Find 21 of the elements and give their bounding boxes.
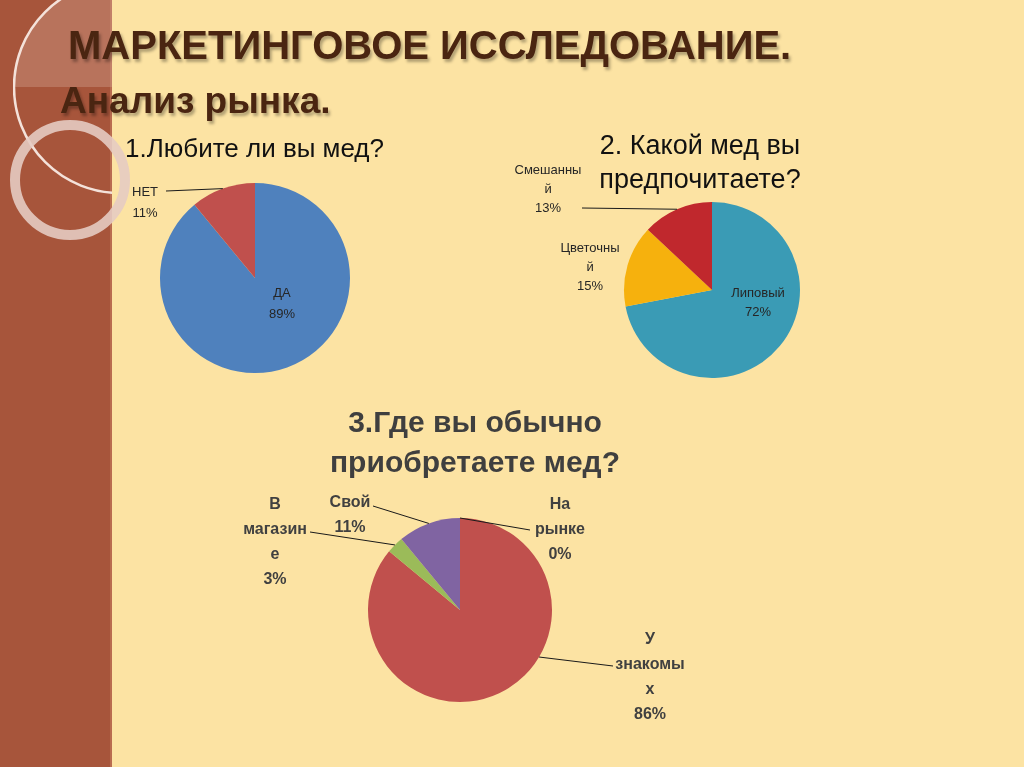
data-label: 13% xyxy=(534,199,562,215)
slice-label: НЕТ xyxy=(132,183,159,199)
slice-label: В магазине xyxy=(243,495,307,563)
chart-title: 3.Где вы обычно приобретаете мед? xyxy=(329,404,621,480)
slice-label: ДА xyxy=(273,284,292,300)
data-label: 15% xyxy=(576,277,604,293)
slice-label: Свой xyxy=(329,493,371,511)
data-label: 86% xyxy=(633,705,667,723)
slice-label: У знакомых xyxy=(615,630,685,698)
data-label: 3% xyxy=(263,570,287,588)
chart-title: 2. Какой мед вы предпочитаете? xyxy=(598,129,802,196)
data-label: 11% xyxy=(132,204,158,220)
slice-label: Смешанный xyxy=(514,161,582,196)
chart-title: 1.Любите ли вы мед? xyxy=(125,132,385,164)
data-label: 72% xyxy=(744,303,772,319)
data-label: 11% xyxy=(334,518,366,536)
text: 0% xyxy=(548,545,572,563)
slice-label: Цветочный xyxy=(560,239,620,274)
slice-label: Липовый xyxy=(731,284,785,300)
data-label: 89% xyxy=(268,305,296,321)
category-label: На рынке xyxy=(534,495,586,538)
